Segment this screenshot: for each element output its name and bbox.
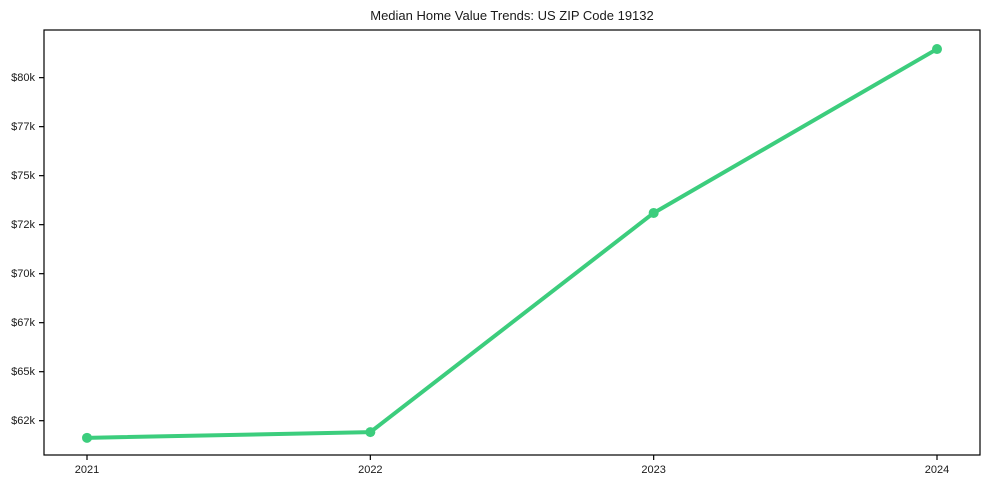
x-tick-label: 2022 [358,464,382,476]
y-tick-label: $65k [11,366,35,378]
x-tick-label: 2024 [925,464,949,476]
x-tick-label: 2021 [75,464,99,476]
y-tick-label: $70k [11,268,35,280]
y-tick-label: $77k [11,121,35,133]
data-point-2022 [365,427,376,438]
data-point-2024 [932,44,942,55]
y-tick-label: $67k [11,317,35,329]
data-point-2023 [648,207,659,218]
chart-title: Median Home Value Trends: US ZIP Code 19… [370,8,654,23]
y-tick-label: $80k [11,72,35,84]
y-tick-label: $75k [11,170,35,182]
y-tick-label: $62k [11,415,35,427]
data-point-2021 [82,432,92,443]
y-tick-label: $72k [11,219,35,231]
trend-line [85,47,939,440]
x-tick-label: 2023 [641,464,665,476]
plot-border [43,29,981,456]
